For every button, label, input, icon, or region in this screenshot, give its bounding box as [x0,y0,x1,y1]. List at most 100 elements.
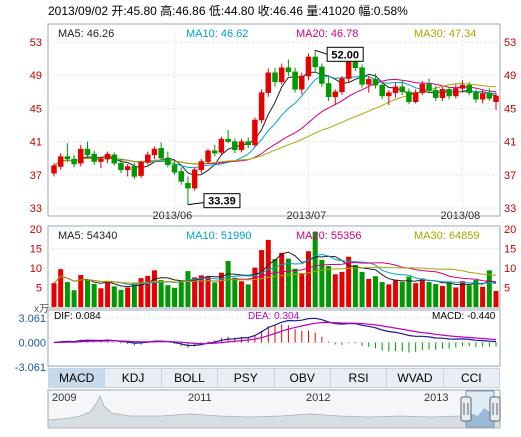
legend-value: 46.62 [221,28,249,40]
legend-value: 51990 [221,230,252,242]
candle-up [252,119,258,146]
legend-name: MA20 [296,28,325,40]
volume-bar-up [51,283,57,307]
volume-bar-down [212,282,218,307]
volume-bar-up [386,284,392,307]
candle-up [238,141,245,151]
legend-value: 46.78 [331,28,359,40]
volume-bar-down [466,285,472,307]
candle-down [325,83,332,98]
volume-bar-down [118,289,124,307]
quote-header: 2013/09/02 开:45.80 高:46.86 低:44.80 收:46.… [48,3,408,18]
price-y-tick-right: 49 [504,70,516,82]
legend-value: 0.084 [76,311,101,322]
price-legend-ma20: MA20: 46.78 [296,28,358,40]
volume-bar-down [292,268,298,307]
volume-legend-ma30: MA30: 64859 [414,230,479,242]
candle-down [372,79,379,86]
volume-bar-down [245,284,251,307]
price-legend-ma5: MA5: 46.26 [58,28,114,40]
candle-down [406,91,412,103]
tab-macd[interactable]: MACD [49,369,106,387]
navigator-year-label: 2013 [424,392,448,404]
volume-bar-up [78,275,84,307]
volume-bar-up [145,275,151,307]
legend-name: MA5 [58,28,81,40]
volume-bar-down [433,283,439,307]
candle-down [446,89,452,97]
tab-kdj[interactable]: KDJ [105,369,162,387]
volume-bar-down [158,280,164,307]
legend-separator: : [325,230,331,242]
legend-value: 54340 [87,230,118,242]
candle-down [312,56,318,68]
navigator-selection-area [466,408,494,427]
volume-bar-down [225,260,231,307]
candle-down [399,86,405,93]
legend-separator: : [269,311,275,322]
tab-rsi[interactable]: RSI [331,369,388,387]
candle-down [165,157,171,166]
candle-down [64,156,71,160]
candle-down [118,162,124,171]
candle-down [379,84,385,97]
candle-down [84,148,91,156]
legend-name: MA30 [414,28,443,40]
low-annotation-box [203,193,241,209]
tab-boll[interactable]: BOLL [162,369,219,387]
legend-name: MA10 [186,28,215,40]
candle-down [285,67,292,73]
navigator-left-handle[interactable] [460,396,472,422]
candle-up [98,158,104,162]
candle-down [352,61,359,68]
volume-bar-down [91,283,97,307]
volume-bar-down [352,264,358,307]
legend-value: 0.304 [274,311,299,322]
candle-down [359,67,365,85]
volume-bar-down [272,259,278,307]
navigator-right-handle[interactable] [489,396,501,422]
tab-psy[interactable]: PSY [218,369,275,387]
candle-down [131,166,138,177]
volume-bar-up [125,287,131,307]
volume-bar-down [319,259,325,307]
candle-up [392,86,399,93]
legend-value: 46.26 [87,28,115,40]
candle-down [245,141,251,146]
volume-y-tick-left: 15 [30,244,42,256]
volume-ma5-line [53,251,497,288]
legend-separator: : [70,311,76,322]
candle-down [319,66,325,84]
volume-bar-up [460,281,466,307]
volume-y-tick-right: 15 [504,244,516,256]
volume-ma10-line [53,253,497,286]
candle-up [366,79,372,85]
volume-bar-up [299,273,305,307]
legend-value: 64859 [449,230,480,242]
tab-cci[interactable]: CCI [460,371,482,385]
price-legend-ma30: MA30: 47.34 [414,28,476,40]
price-y-tick-left: 49 [30,70,42,82]
legend-value: 55356 [331,230,362,242]
candle-up [198,161,205,171]
volume-y-tick-right: 5 [504,283,510,295]
candle-up [386,92,392,97]
volume-legend-ma10: MA10: 51990 [186,230,251,242]
tab-obv[interactable]: OBV [275,369,331,387]
tab-wvad[interactable]: WVAD [387,369,444,387]
price-y-tick-left: 37 [30,170,42,182]
date-axis-tick: 2013/08 [441,210,481,222]
candle-down [426,84,432,91]
volume-bar-up [105,281,111,307]
volume-bar-up [279,252,285,307]
price-y-tick-left: 45 [30,103,42,115]
candle-up [191,169,198,189]
candle-down [91,153,97,162]
legend-name: DEA [248,311,269,322]
legend-separator: : [81,230,87,242]
candle-up [258,92,265,121]
legend-separator: : [443,230,449,242]
high-annotation-box [326,46,364,62]
price-y-tick-left: 41 [30,137,42,149]
volume-bar-down [426,282,432,307]
